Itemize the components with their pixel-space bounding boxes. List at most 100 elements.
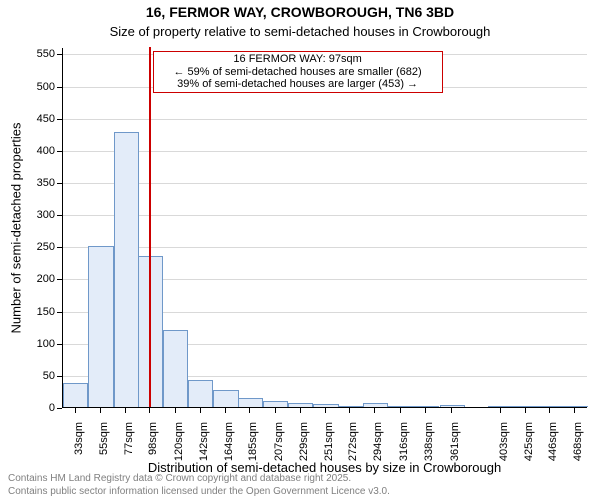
x-tick-mark — [275, 408, 276, 413]
y-tick-mark — [57, 119, 62, 120]
y-tick-label: 250 — [27, 241, 55, 253]
x-tick-label: 142sqm — [198, 422, 210, 461]
x-tick-mark — [349, 408, 350, 413]
annotation-line: ← 59% of semi-detached houses are smalle… — [158, 66, 438, 79]
x-tick-label: 120sqm — [173, 422, 185, 461]
x-tick-mark — [574, 408, 575, 413]
chart-title-main: 16, FERMOR WAY, CROWBOROUGH, TN6 3BD — [0, 4, 600, 20]
x-tick-label: 185sqm — [247, 422, 259, 461]
x-tick-label: 425sqm — [523, 422, 535, 461]
y-tick-mark — [57, 215, 62, 216]
y-axis-label: Number of semi-detached properties — [9, 123, 24, 334]
grid-line — [63, 119, 587, 120]
y-tick-label: 400 — [27, 145, 55, 157]
bar — [537, 406, 562, 407]
x-tick-label: 33sqm — [73, 422, 85, 455]
bar — [114, 132, 139, 407]
x-tick-label: 294sqm — [372, 422, 384, 461]
annotation-line: 16 FERMOR WAY: 97sqm — [158, 53, 438, 66]
reference-line — [149, 47, 151, 407]
annotation-box: 16 FERMOR WAY: 97sqm← 59% of semi-detach… — [153, 51, 443, 93]
footer-line-2: Contains public sector information licen… — [8, 486, 390, 497]
y-tick-mark — [57, 408, 62, 409]
x-tick-mark — [100, 408, 101, 413]
x-tick-label: 77sqm — [123, 422, 135, 455]
grid-line — [63, 151, 587, 152]
x-tick-mark — [249, 408, 250, 413]
x-tick-label: 251sqm — [323, 422, 335, 461]
x-tick-label: 446sqm — [547, 422, 559, 461]
y-tick-mark — [57, 312, 62, 313]
x-tick-mark — [75, 408, 76, 413]
x-tick-mark — [200, 408, 201, 413]
x-tick-mark — [374, 408, 375, 413]
bar — [563, 406, 588, 407]
bar — [363, 403, 388, 407]
x-tick-label: 361sqm — [449, 422, 461, 461]
annotation-line: 39% of semi-detached houses are larger (… — [158, 78, 438, 91]
y-tick-label: 350 — [27, 177, 55, 189]
y-tick-label: 300 — [27, 209, 55, 221]
bar — [63, 383, 88, 407]
y-tick-label: 50 — [27, 370, 55, 382]
y-tick-label: 500 — [27, 81, 55, 93]
x-tick-label: 98sqm — [147, 422, 159, 455]
chart-container: 16, FERMOR WAY, CROWBOROUGH, TN6 3BD Siz… — [0, 0, 600, 500]
x-tick-label: 338sqm — [423, 422, 435, 461]
x-tick-label: 468sqm — [572, 422, 584, 461]
x-tick-mark — [149, 408, 150, 413]
y-tick-mark — [57, 54, 62, 55]
grid-line — [63, 215, 587, 216]
y-tick-mark — [57, 247, 62, 248]
y-tick-label: 100 — [27, 338, 55, 350]
x-tick-label: 164sqm — [223, 422, 235, 461]
y-tick-label: 0 — [27, 402, 55, 414]
grid-line — [63, 247, 587, 248]
x-tick-label: 55sqm — [98, 422, 110, 455]
y-tick-label: 550 — [27, 48, 55, 60]
bar — [338, 406, 363, 407]
x-tick-mark — [400, 408, 401, 413]
bar — [413, 406, 438, 407]
bar — [188, 380, 213, 407]
x-tick-mark — [525, 408, 526, 413]
x-tick-mark — [325, 408, 326, 413]
chart-title-sub: Size of property relative to semi-detach… — [0, 24, 600, 39]
bar — [288, 403, 313, 407]
grid-line — [63, 183, 587, 184]
bar — [488, 406, 513, 407]
x-tick-mark — [425, 408, 426, 413]
x-tick-mark — [500, 408, 501, 413]
plot-area: 16 FERMOR WAY: 97sqm← 59% of semi-detach… — [62, 48, 587, 408]
footer-line-1: Contains HM Land Registry data © Crown c… — [8, 473, 351, 484]
bar — [513, 406, 538, 407]
bar — [440, 405, 465, 407]
bar — [213, 390, 238, 407]
y-tick-mark — [57, 344, 62, 345]
y-tick-mark — [57, 279, 62, 280]
y-tick-label: 150 — [27, 306, 55, 318]
y-tick-mark — [57, 151, 62, 152]
x-tick-mark — [225, 408, 226, 413]
x-tick-mark — [125, 408, 126, 413]
bar — [163, 330, 188, 407]
x-tick-mark — [549, 408, 550, 413]
y-tick-mark — [57, 87, 62, 88]
x-tick-label: 229sqm — [298, 422, 310, 461]
y-tick-label: 200 — [27, 273, 55, 285]
bar — [313, 404, 338, 407]
bar — [388, 406, 413, 407]
bar — [88, 246, 113, 407]
x-tick-label: 316sqm — [398, 422, 410, 461]
bar — [263, 401, 288, 407]
x-tick-mark — [175, 408, 176, 413]
bar — [238, 398, 263, 407]
y-tick-label: 450 — [27, 113, 55, 125]
x-tick-mark — [451, 408, 452, 413]
x-tick-label: 403sqm — [498, 422, 510, 461]
y-tick-mark — [57, 183, 62, 184]
x-tick-label: 272sqm — [347, 422, 359, 461]
x-tick-label: 207sqm — [273, 422, 285, 461]
x-tick-mark — [300, 408, 301, 413]
y-tick-mark — [57, 376, 62, 377]
